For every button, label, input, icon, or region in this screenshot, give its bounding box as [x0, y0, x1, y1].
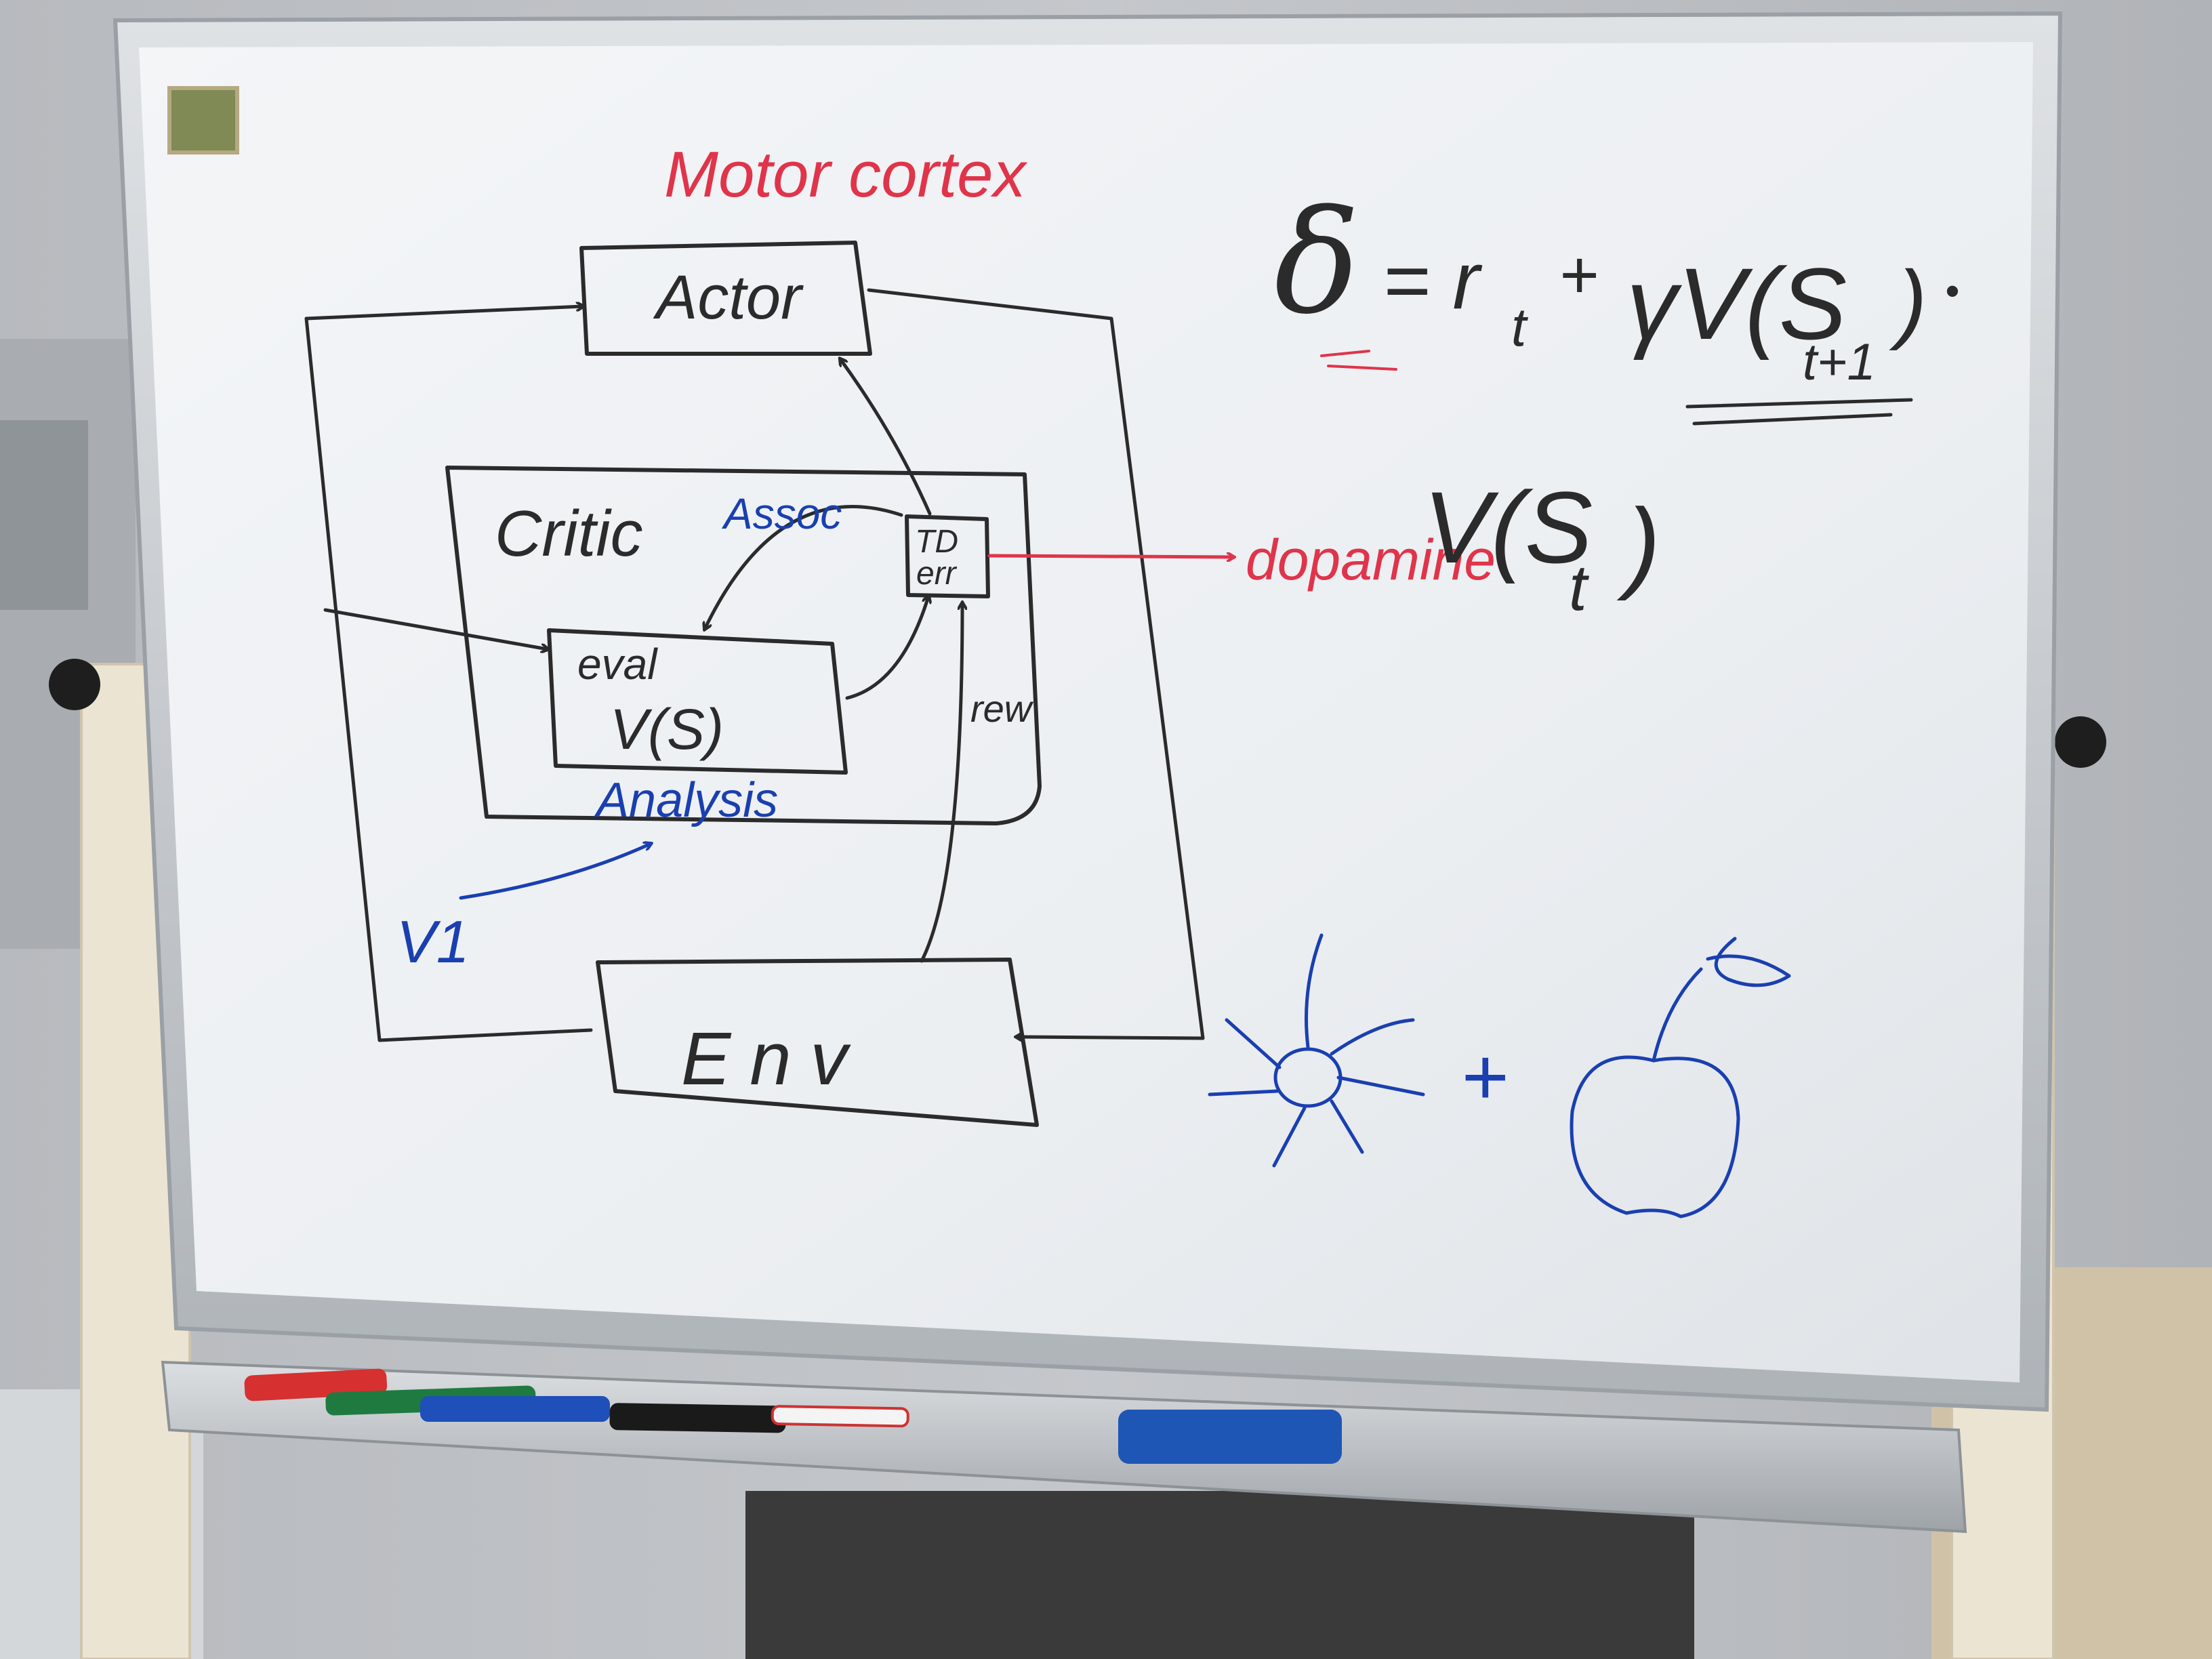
- arrow-env-to-actor: [304, 306, 593, 1042]
- background-cabinet: [745, 1491, 1694, 1659]
- formula-rhs: = r: [1382, 235, 1482, 326]
- eval-vs-label: V(S): [610, 697, 724, 761]
- apple-drawing-icon: [1570, 937, 1791, 1218]
- formula-sub-t: t: [1511, 297, 1528, 357]
- markers-group: [244, 1368, 1342, 1464]
- board-surface: [139, 42, 2033, 1382]
- arrow-rew: [920, 603, 962, 963]
- v1-label: V1: [396, 908, 470, 975]
- formula-delta: δ: [1274, 180, 1359, 346]
- formula-plus: +: [1559, 237, 1598, 313]
- red-marker-2[interactable]: [771, 1405, 909, 1428]
- rl-diagram: [304, 241, 1913, 1218]
- blue-marker[interactable]: [420, 1396, 610, 1422]
- actor-box: [579, 241, 872, 356]
- arrow-eval-to-td: [845, 596, 928, 700]
- vst-main: V(S: [1423, 470, 1593, 584]
- delta-underline: [1320, 350, 1397, 371]
- env-label: Env: [681, 1017, 867, 1101]
- formula-sub-t1: t+1: [1803, 333, 1876, 391]
- stand-knob-right: [2055, 716, 2106, 768]
- critic-label: Critic: [495, 497, 643, 570]
- header-motor-cortex: Motor cortex: [664, 138, 1027, 211]
- vst-sub: t: [1569, 552, 1589, 624]
- arrow-td-to-actor: [840, 359, 932, 516]
- td-label-line1: TD: [915, 524, 958, 560]
- dopamine-label: dopamine: [1246, 528, 1496, 592]
- background-monitor: [0, 420, 88, 610]
- td-label-line2: err: [916, 556, 958, 592]
- eval-label: eval: [577, 640, 658, 689]
- arrow-actor-to-env: [867, 288, 1205, 1038]
- env-box: [596, 958, 1039, 1127]
- arrow-td-to-dopamine: [987, 556, 1233, 557]
- stand-knob-left: [49, 659, 100, 710]
- critic-box: [445, 466, 1042, 825]
- sun-drawing-icon: [1208, 933, 1425, 1168]
- arrow-to-eval: [323, 608, 548, 649]
- arrow-v1-to-analysis: [459, 844, 651, 900]
- corner-sticker: [167, 86, 239, 155]
- arrow-assoc-arc: [705, 505, 903, 630]
- analysis-label: Analysis: [594, 773, 778, 827]
- formula-underline: [1685, 398, 1913, 426]
- formula-dot: •: [1945, 268, 1959, 314]
- eval-box: [547, 628, 848, 775]
- rew-label: rew: [970, 687, 1034, 730]
- td-err-box: [905, 514, 990, 598]
- plus-sign: +: [1460, 1031, 1508, 1122]
- black-marker[interactable]: [609, 1403, 786, 1433]
- formula-gamma-v: γV(S: [1626, 247, 1847, 361]
- actor-label: Actor: [653, 263, 804, 332]
- blue-eraser[interactable]: [1118, 1410, 1342, 1464]
- assoc-label: Assoc: [721, 489, 842, 538]
